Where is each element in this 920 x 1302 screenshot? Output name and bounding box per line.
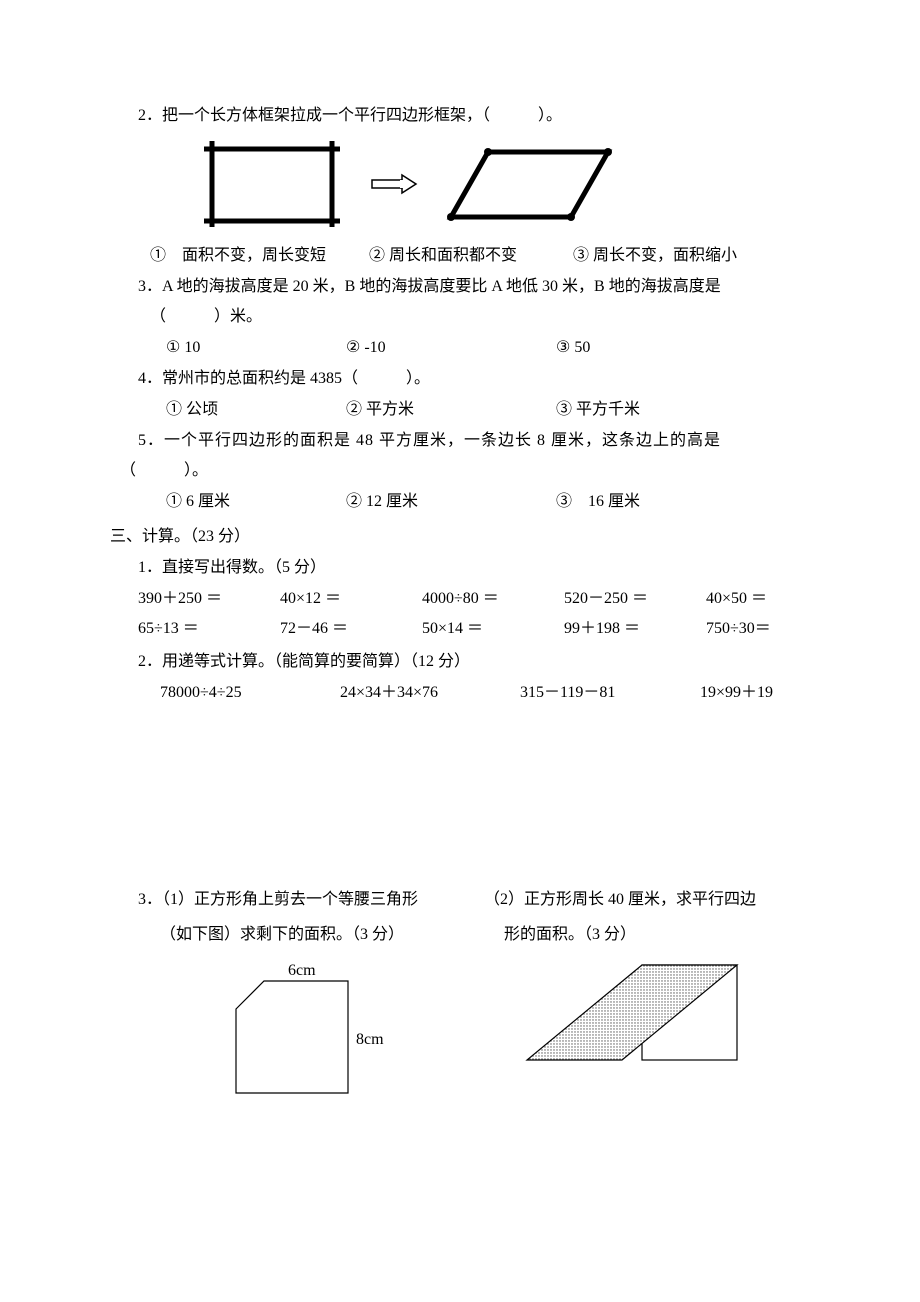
calc-cell: 78000÷4÷25 <box>160 679 340 708</box>
q4-options: ① 公顷 ② 平方米 ③ 平方千米 <box>110 396 810 425</box>
q3-stem2: （ ）米。 <box>110 303 810 332</box>
q2-rectangle-frame <box>200 137 345 232</box>
calc-cell: 315－119－81 <box>520 679 700 708</box>
s3-sub3-figs: 6cm 8cm <box>110 959 810 1109</box>
q3-stem: 3．A 地的海拔高度是 20 米，B 地的海拔高度要比 A 地低 30 米，B … <box>110 273 810 302</box>
q2-options: ① 面积不变，周长变短 ② 周长和面积都不变 ③ 周长不变，面积缩小 <box>110 242 810 271</box>
s3-sub1-row1: 390＋250 ＝ 40×12 ＝ 4000÷80 ＝ 520－250 ＝ 40… <box>110 585 810 614</box>
calc-cell: 390＋250 ＝ <box>138 585 280 614</box>
calc-cell: 40×12 ＝ <box>280 585 422 614</box>
calc-cell: 99＋198 ＝ <box>564 615 706 644</box>
calc-cell: 19×99＋19 <box>700 679 880 708</box>
section3-title: 三、计算。（23 分） <box>110 523 810 552</box>
s3-sub1-stem: 1．直接写出得数。（5 分） <box>110 554 810 583</box>
parallelogram-figure <box>517 959 767 1069</box>
q4-opt3: ③ 平方千米 <box>556 396 736 425</box>
calc-cell: 24×34＋34×76 <box>340 679 520 708</box>
q2-diagram-row <box>110 137 810 232</box>
label-8cm: 8cm <box>356 1031 384 1048</box>
s3-sub3-right1: （2）正方形周长 40 厘米，求平行四边 <box>474 886 810 915</box>
s3-sub1-row2: 65÷13 ＝ 72－46 ＝ 50×14 ＝ 99＋198 ＝ 750÷30＝ <box>110 615 810 644</box>
q5-opt1: ① 6 厘米 <box>166 488 346 517</box>
q5-stem2: （ ）。 <box>110 457 810 486</box>
calc-cell: 4000÷80 ＝ <box>422 585 564 614</box>
q2-arrow-icon <box>370 173 418 195</box>
calc-cell: 65÷13 ＝ <box>138 615 280 644</box>
q5-opt3: ③ 16 厘米 <box>556 488 736 517</box>
q5-opt2: ② 12 厘米 <box>346 488 556 517</box>
q3-opt2: ② -10 <box>346 334 556 363</box>
q4-opt1: ① 公顷 <box>166 396 346 425</box>
q2-parallelogram-frame <box>443 137 618 232</box>
calc-cell: 520－250 ＝ <box>564 585 706 614</box>
q4-opt2: ② 平方米 <box>346 396 556 425</box>
q2-stem: 2．把一个长方体框架拉成一个平行四边形框架，（ ）。 <box>110 102 810 131</box>
work-space <box>110 710 810 880</box>
calc-cell: 50×14 ＝ <box>422 615 564 644</box>
q3-opt3: ③ 50 <box>556 334 736 363</box>
s3-sub3-left1: 3．（1）正方形角上剪去一个等腰三角形 <box>110 886 474 915</box>
q2-opt3: ③ 周长不变，面积缩小 <box>573 247 737 264</box>
q2-opt2: ② 周长和面积都不变 <box>369 242 569 271</box>
q4-stem: 4．常州市的总面积约是 4385（ ）。 <box>110 365 810 394</box>
s3-sub3-row1: 3．（1）正方形角上剪去一个等腰三角形 （2）正方形周长 40 厘米，求平行四边 <box>110 886 810 915</box>
q5-options: ① 6 厘米 ② 12 厘米 ③ 16 厘米 <box>110 488 810 517</box>
q3-options: ① 10 ② -10 ③ 50 <box>110 334 810 363</box>
pentagon-figure: 6cm 8cm <box>206 959 396 1109</box>
calc-cell: 750÷30＝ <box>706 615 848 644</box>
calc-cell: 72－46 ＝ <box>280 615 422 644</box>
q3-opt1: ① 10 <box>166 334 346 363</box>
q5-stem: 5．一个平行四边形的面积是 48 平方厘米，一条边长 8 厘米，这条边上的高是 <box>110 427 810 456</box>
label-6cm: 6cm <box>288 962 316 979</box>
s3-sub3-left2: （如下图）求剩下的面积。（3 分） <box>110 921 474 950</box>
s3-sub3-row2: （如下图）求剩下的面积。（3 分） 形的面积。（3 分） <box>110 921 810 950</box>
calc-cell: 40×50 ＝ <box>706 585 848 614</box>
q2-opt1: ① 面积不变，周长变短 <box>150 242 365 271</box>
s3-sub2-stem: 2．用递等式计算。（能简算的要简算）（12 分） <box>110 648 810 677</box>
fig-left-wrap: 6cm 8cm <box>110 959 474 1109</box>
fig-right-wrap <box>474 959 810 1109</box>
s3-sub3-right2: 形的面积。（3 分） <box>474 921 810 950</box>
s3-sub2-row: 78000÷4÷25 24×34＋34×76 315－119－81 19×99＋… <box>110 679 810 708</box>
